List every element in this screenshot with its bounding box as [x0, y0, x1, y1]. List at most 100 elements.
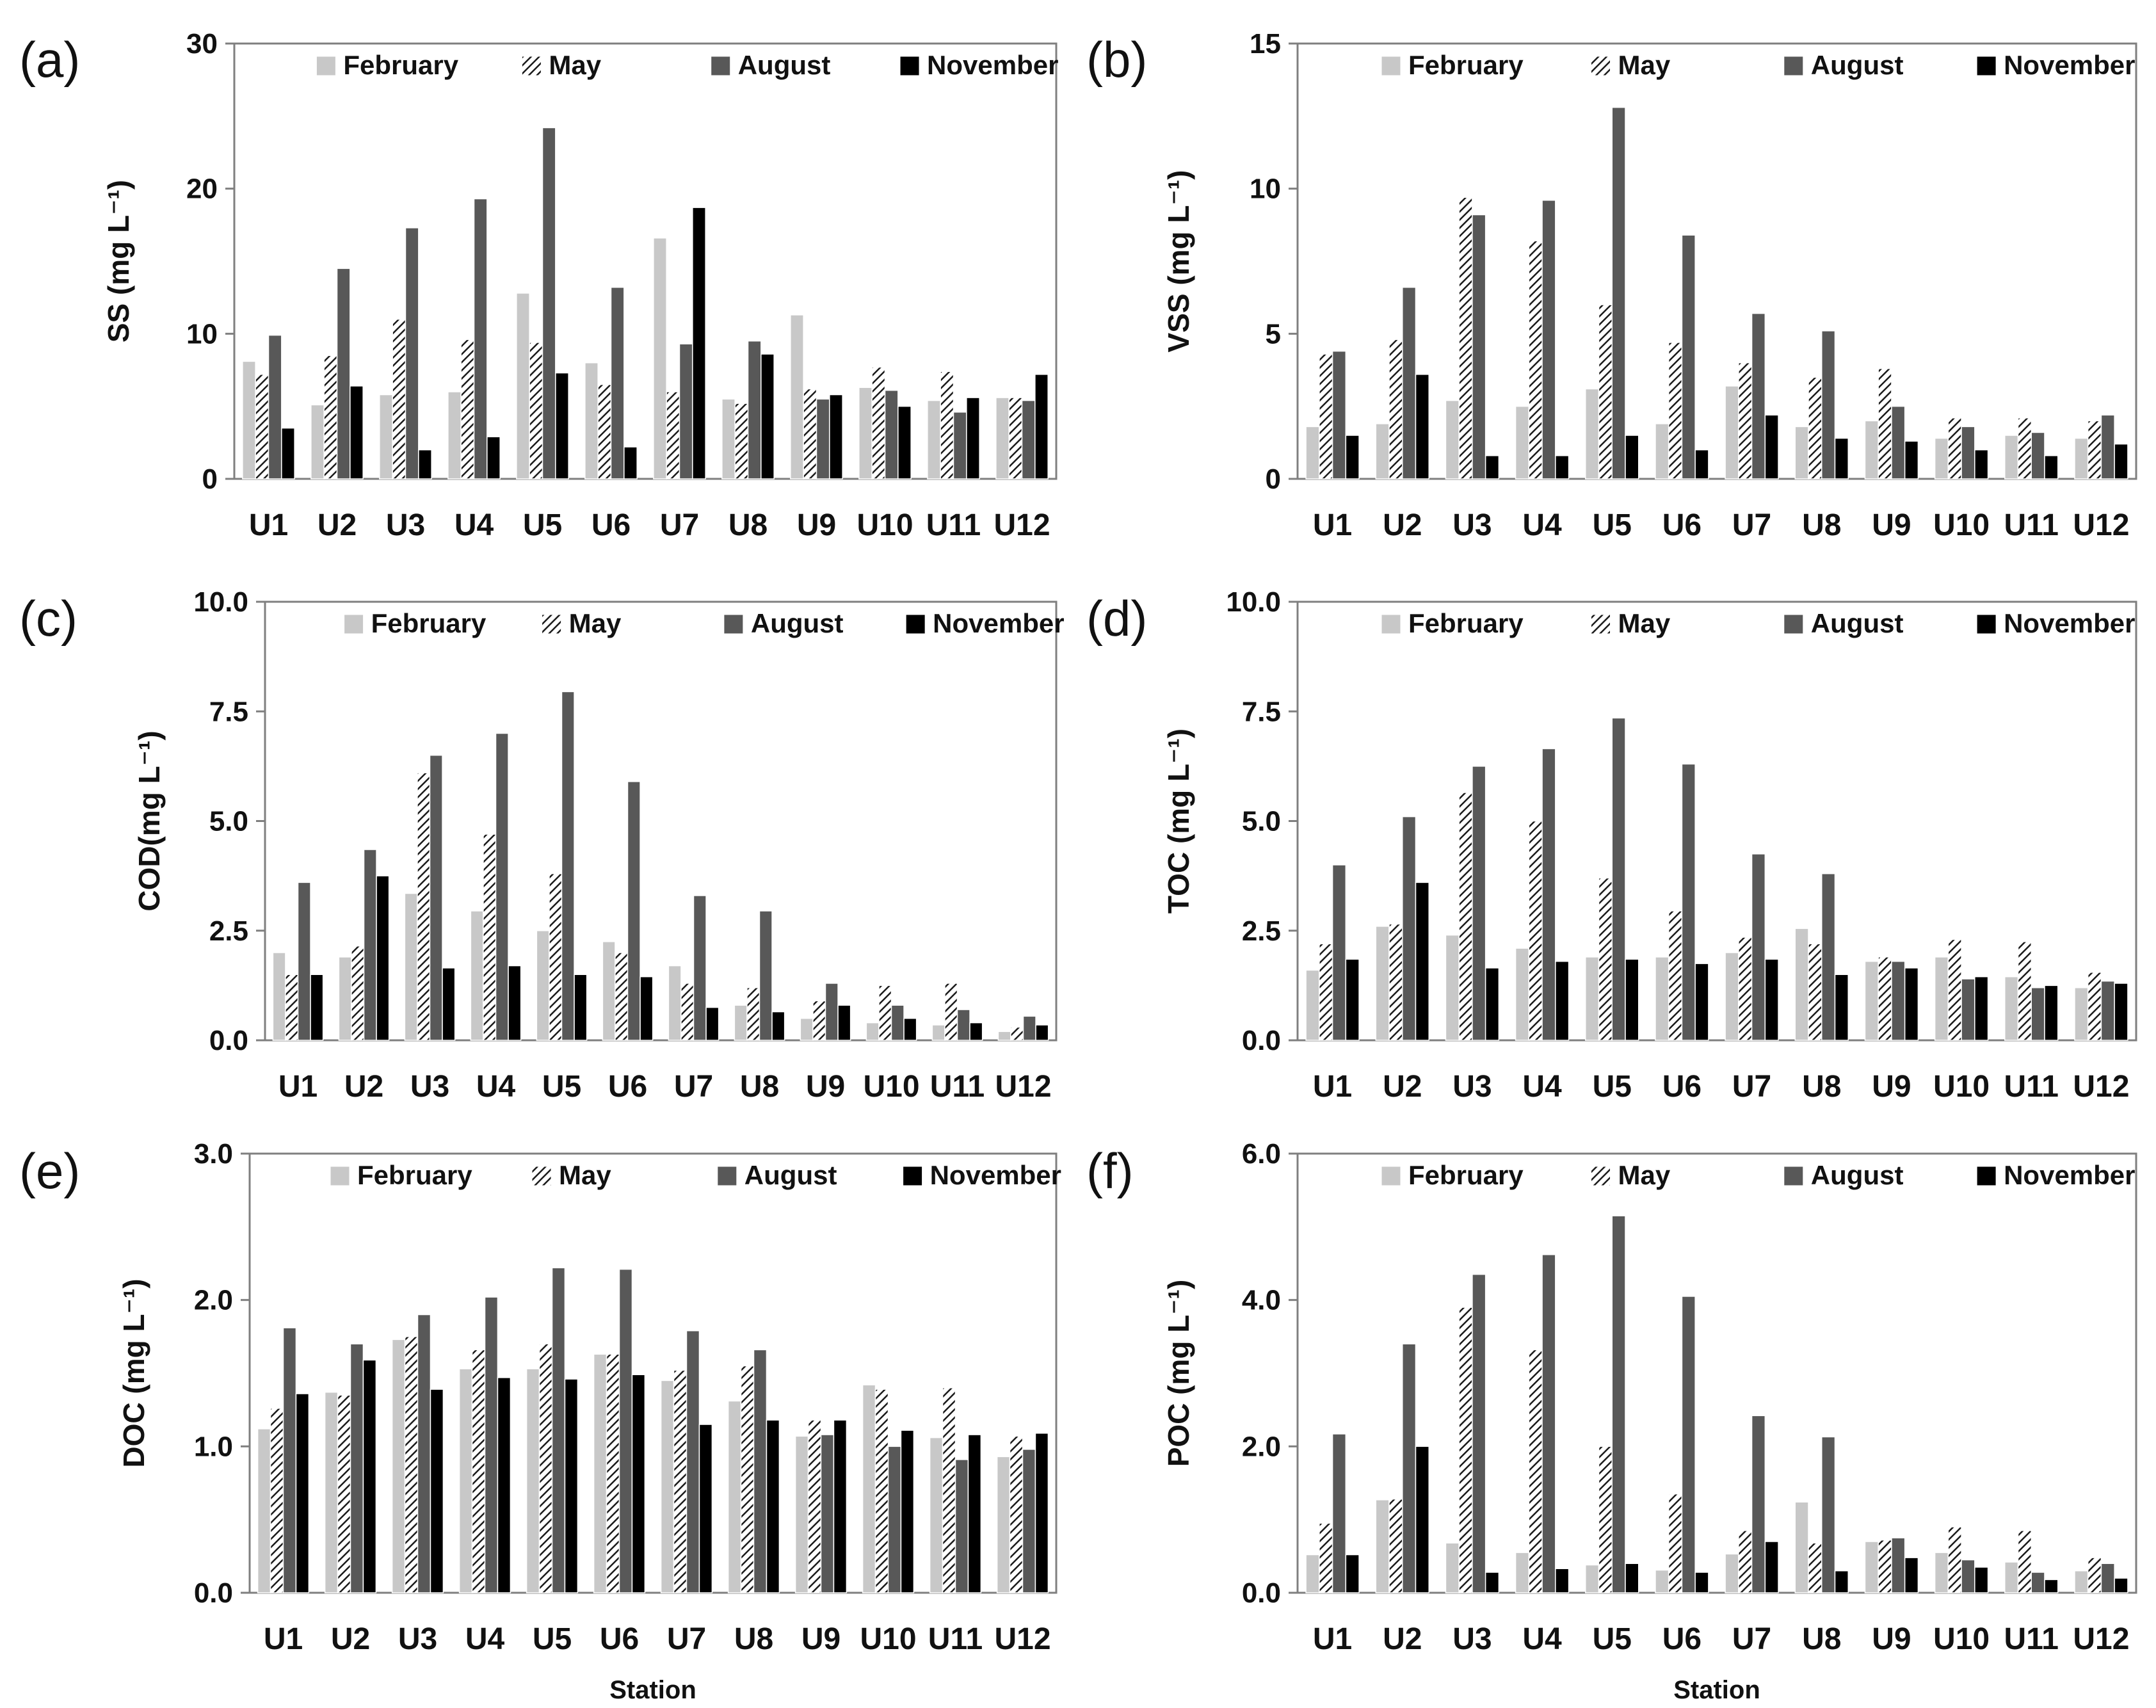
bar-november-u11 — [2044, 1579, 2059, 1593]
x-tick-label: U12 — [994, 1622, 1050, 1656]
x-tick-label: U9 — [806, 1070, 845, 1104]
bar-may-u11 — [940, 371, 954, 479]
x-tick-label: U5 — [533, 1622, 572, 1656]
bar-may-u5 — [1598, 1446, 1613, 1593]
bar-may-u6 — [1668, 342, 1683, 479]
bar-august-u2 — [1402, 1343, 1417, 1593]
bar-february-u12 — [2074, 437, 2089, 479]
bar-february-u8 — [727, 1400, 742, 1593]
bar-february-u1 — [272, 952, 286, 1041]
bar-may-u9 — [1878, 367, 1892, 479]
bar-november-u5 — [1625, 958, 1639, 1041]
bar-november-u11 — [966, 397, 980, 479]
y-tick-label: 5.0 — [209, 806, 248, 837]
bar-may-u3 — [1458, 792, 1473, 1041]
bar-august-u11 — [956, 1009, 970, 1041]
bar-february-u5 — [536, 930, 550, 1041]
bar-may-u1 — [285, 974, 299, 1041]
bar-november-u1 — [1345, 958, 1360, 1041]
bar-november-u4 — [487, 436, 501, 479]
bar-august-u8 — [753, 1349, 768, 1593]
bar-november-u7 — [698, 1424, 713, 1593]
bar-august-u10 — [887, 1446, 902, 1593]
bar-november-u2 — [1415, 374, 1429, 479]
bar-august-u9 — [820, 1434, 835, 1593]
bar-february-u1 — [1305, 426, 1320, 479]
bar-august-u6 — [1681, 763, 1696, 1041]
y-tick-label: 2.5 — [1242, 915, 1281, 947]
legend-label-august: August — [1811, 608, 1904, 638]
bar-august-u5 — [1611, 1215, 1626, 1593]
bar-august-u12 — [1022, 1015, 1036, 1041]
bar-may-u3 — [1458, 1307, 1473, 1593]
bar-august-u1 — [1331, 1433, 1347, 1593]
x-tick-label: U6 — [600, 1622, 639, 1656]
x-axis-title: Station — [1673, 1676, 1760, 1704]
bar-november-u7 — [692, 207, 706, 479]
bar-november-u3 — [1484, 1572, 1500, 1593]
bar-may-u9 — [1878, 1539, 1892, 1593]
bar-november-u6 — [640, 976, 654, 1041]
chart-panel-1: (a) 0 10 20 30 SS (mg L⁻¹) U1 U2 U3 U4 U5 U6 U7 U8 U9 U… — [19, 28, 1058, 542]
bar-november-u1 — [310, 974, 324, 1041]
bar-november-u8 — [766, 1419, 780, 1593]
bar-may-u2 — [337, 1394, 351, 1593]
x-tick-label: U8 — [1802, 508, 1841, 542]
legend-swatch-may — [1591, 56, 1611, 76]
x-tick-label: U9 — [797, 508, 836, 542]
x-tick-label: U10 — [1933, 508, 1990, 542]
x-tick-label: U2 — [1383, 1070, 1422, 1104]
bar-november-u10 — [1974, 976, 1989, 1041]
x-tick-label: U7 — [1732, 1070, 1771, 1104]
bar-may-u1 — [1319, 353, 1333, 479]
bar-february-u4 — [447, 391, 462, 479]
bar-february-u9 — [800, 1018, 814, 1041]
bar-february-u7 — [660, 1380, 675, 1593]
bar-may-u12 — [2087, 972, 2102, 1041]
x-tick-label: U2 — [344, 1070, 383, 1104]
legend-label-november: November — [2004, 1160, 2135, 1190]
legend-swatch-august — [717, 1166, 737, 1186]
bar-august-u7 — [686, 1330, 700, 1593]
bar-february-u8 — [1794, 928, 1809, 1041]
x-tick-label: U12 — [2073, 1622, 2129, 1656]
bar-november-u9 — [837, 1004, 851, 1041]
legend-swatch-february — [344, 614, 364, 634]
x-tick-label: U10 — [860, 1622, 916, 1656]
legend-label-august: August — [751, 608, 844, 638]
bar-august-u4 — [484, 1296, 499, 1593]
bar-may-u4 — [483, 834, 497, 1041]
bar-november-u5 — [555, 372, 569, 479]
bar-november-u5 — [574, 974, 588, 1041]
x-tick-label: U3 — [410, 1070, 449, 1104]
plot-area-frame — [1296, 1152, 2137, 1594]
bar-august-u3 — [1472, 214, 1486, 479]
bar-may-u7 — [1738, 362, 1753, 479]
x-tick-label: U10 — [1933, 1070, 1990, 1104]
chart-panel-3: (c) 0.0 2.5 5.0 7.5 10.0 COD(mg L⁻¹) U1 U2 U3 U4 U5… — [19, 586, 1065, 1104]
legend-label-may: May — [1618, 50, 1671, 80]
x-tick-label: U7 — [1732, 1622, 1771, 1656]
x-tick-label: U12 — [994, 508, 1050, 542]
bar-may-u11 — [2017, 1530, 2032, 1593]
x-axis-title: Station — [609, 1676, 696, 1704]
bar-may-u8 — [746, 987, 760, 1041]
bar-may-u2 — [351, 945, 365, 1041]
bar-february-u10 — [1934, 956, 1949, 1041]
bar-february-u7 — [1725, 385, 1739, 479]
bar-november-u12 — [2114, 1577, 2128, 1593]
y-tick-label: 0.0 — [209, 1025, 248, 1056]
bar-may-u11 — [944, 983, 958, 1041]
bar-november-u8 — [1834, 437, 1849, 479]
bar-august-u12 — [2100, 980, 2115, 1041]
bar-august-u11 — [953, 411, 967, 479]
bar-august-u2 — [1402, 816, 1417, 1041]
bar-february-u3 — [1445, 934, 1460, 1041]
bar-february-u10 — [858, 387, 873, 479]
bar-february-u12 — [2074, 987, 2089, 1041]
bar-august-u10 — [1961, 978, 1975, 1041]
legend-swatch-may — [1591, 1166, 1611, 1186]
bar-august-u10 — [1961, 426, 1975, 479]
bar-august-u11 — [2031, 987, 2045, 1041]
plot-area-frame — [233, 42, 1058, 480]
